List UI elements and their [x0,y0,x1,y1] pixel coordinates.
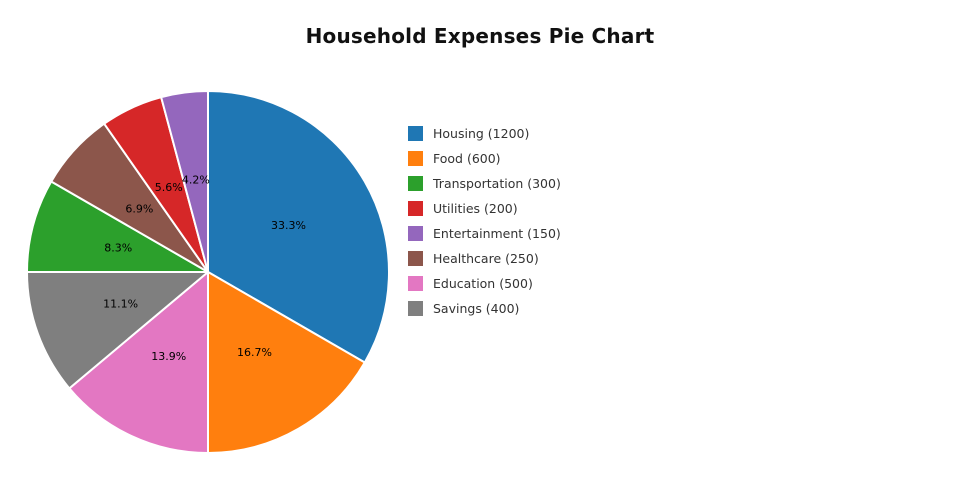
chart-title: Household Expenses Pie Chart [305,24,655,48]
pie-slice-percent-label-food: 16.7% [237,346,272,359]
pie-slice-percent-label-transportation: 8.3% [104,241,132,254]
legend-item-label: Savings (400) [433,301,520,316]
legend-item-label: Transportation (300) [433,176,561,191]
pie-slice-percent-label-entertainment: 4.2% [182,173,210,186]
legend-item-label: Education (500) [433,276,533,291]
pie-slice-savings[interactable] [26,271,209,390]
pie-slice-food[interactable] [207,271,366,454]
legend-swatch-housing [408,126,423,141]
legend-swatch-savings [408,301,423,316]
legend-swatch-food [408,151,423,166]
legend-swatch-transportation [408,176,423,191]
legend-swatch-utilities [408,201,423,216]
pie-slice-percent-label-utilities: 5.6% [155,181,183,194]
pie-slice-education[interactable] [68,271,209,454]
legend-item-label: Entertainment (150) [433,226,561,241]
legend-item-food[interactable]: Food (600) [408,146,561,171]
legend-item-label: Healthcare (250) [433,251,539,266]
legend-item-housing[interactable]: Housing (1200) [408,121,561,146]
legend-item-savings[interactable]: Savings (400) [408,296,561,321]
pie-slice-percent-label-housing: 33.3% [271,219,306,232]
pie-slice-housing[interactable] [207,90,390,364]
legend: Housing (1200) Food (600) Transportation (… [408,121,561,321]
legend-item-label: Housing (1200) [433,126,530,141]
pie-slice-percent-label-healthcare: 6.9% [125,203,153,216]
pie-slice-transportation[interactable] [26,180,209,273]
legend-swatch-entertainment [408,226,423,241]
legend-swatch-education [408,276,423,291]
legend-item-healthcare[interactable]: Healthcare (250) [408,246,561,271]
pie-slice-entertainment[interactable] [160,90,209,273]
pie-slice-percent-label-savings: 11.1% [103,297,138,310]
legend-item-label: Utilities (200) [433,201,518,216]
legend-item-utilities[interactable]: Utilities (200) [408,196,561,221]
pie-slice-percent-label-education: 13.9% [151,350,186,363]
legend-item-entertainment[interactable]: Entertainment (150) [408,221,561,246]
legend-item-label: Food (600) [433,151,501,166]
legend-swatch-healthcare [408,251,423,266]
legend-item-education[interactable]: Education (500) [408,271,561,296]
legend-item-transportation[interactable]: Transportation (300) [408,171,561,196]
